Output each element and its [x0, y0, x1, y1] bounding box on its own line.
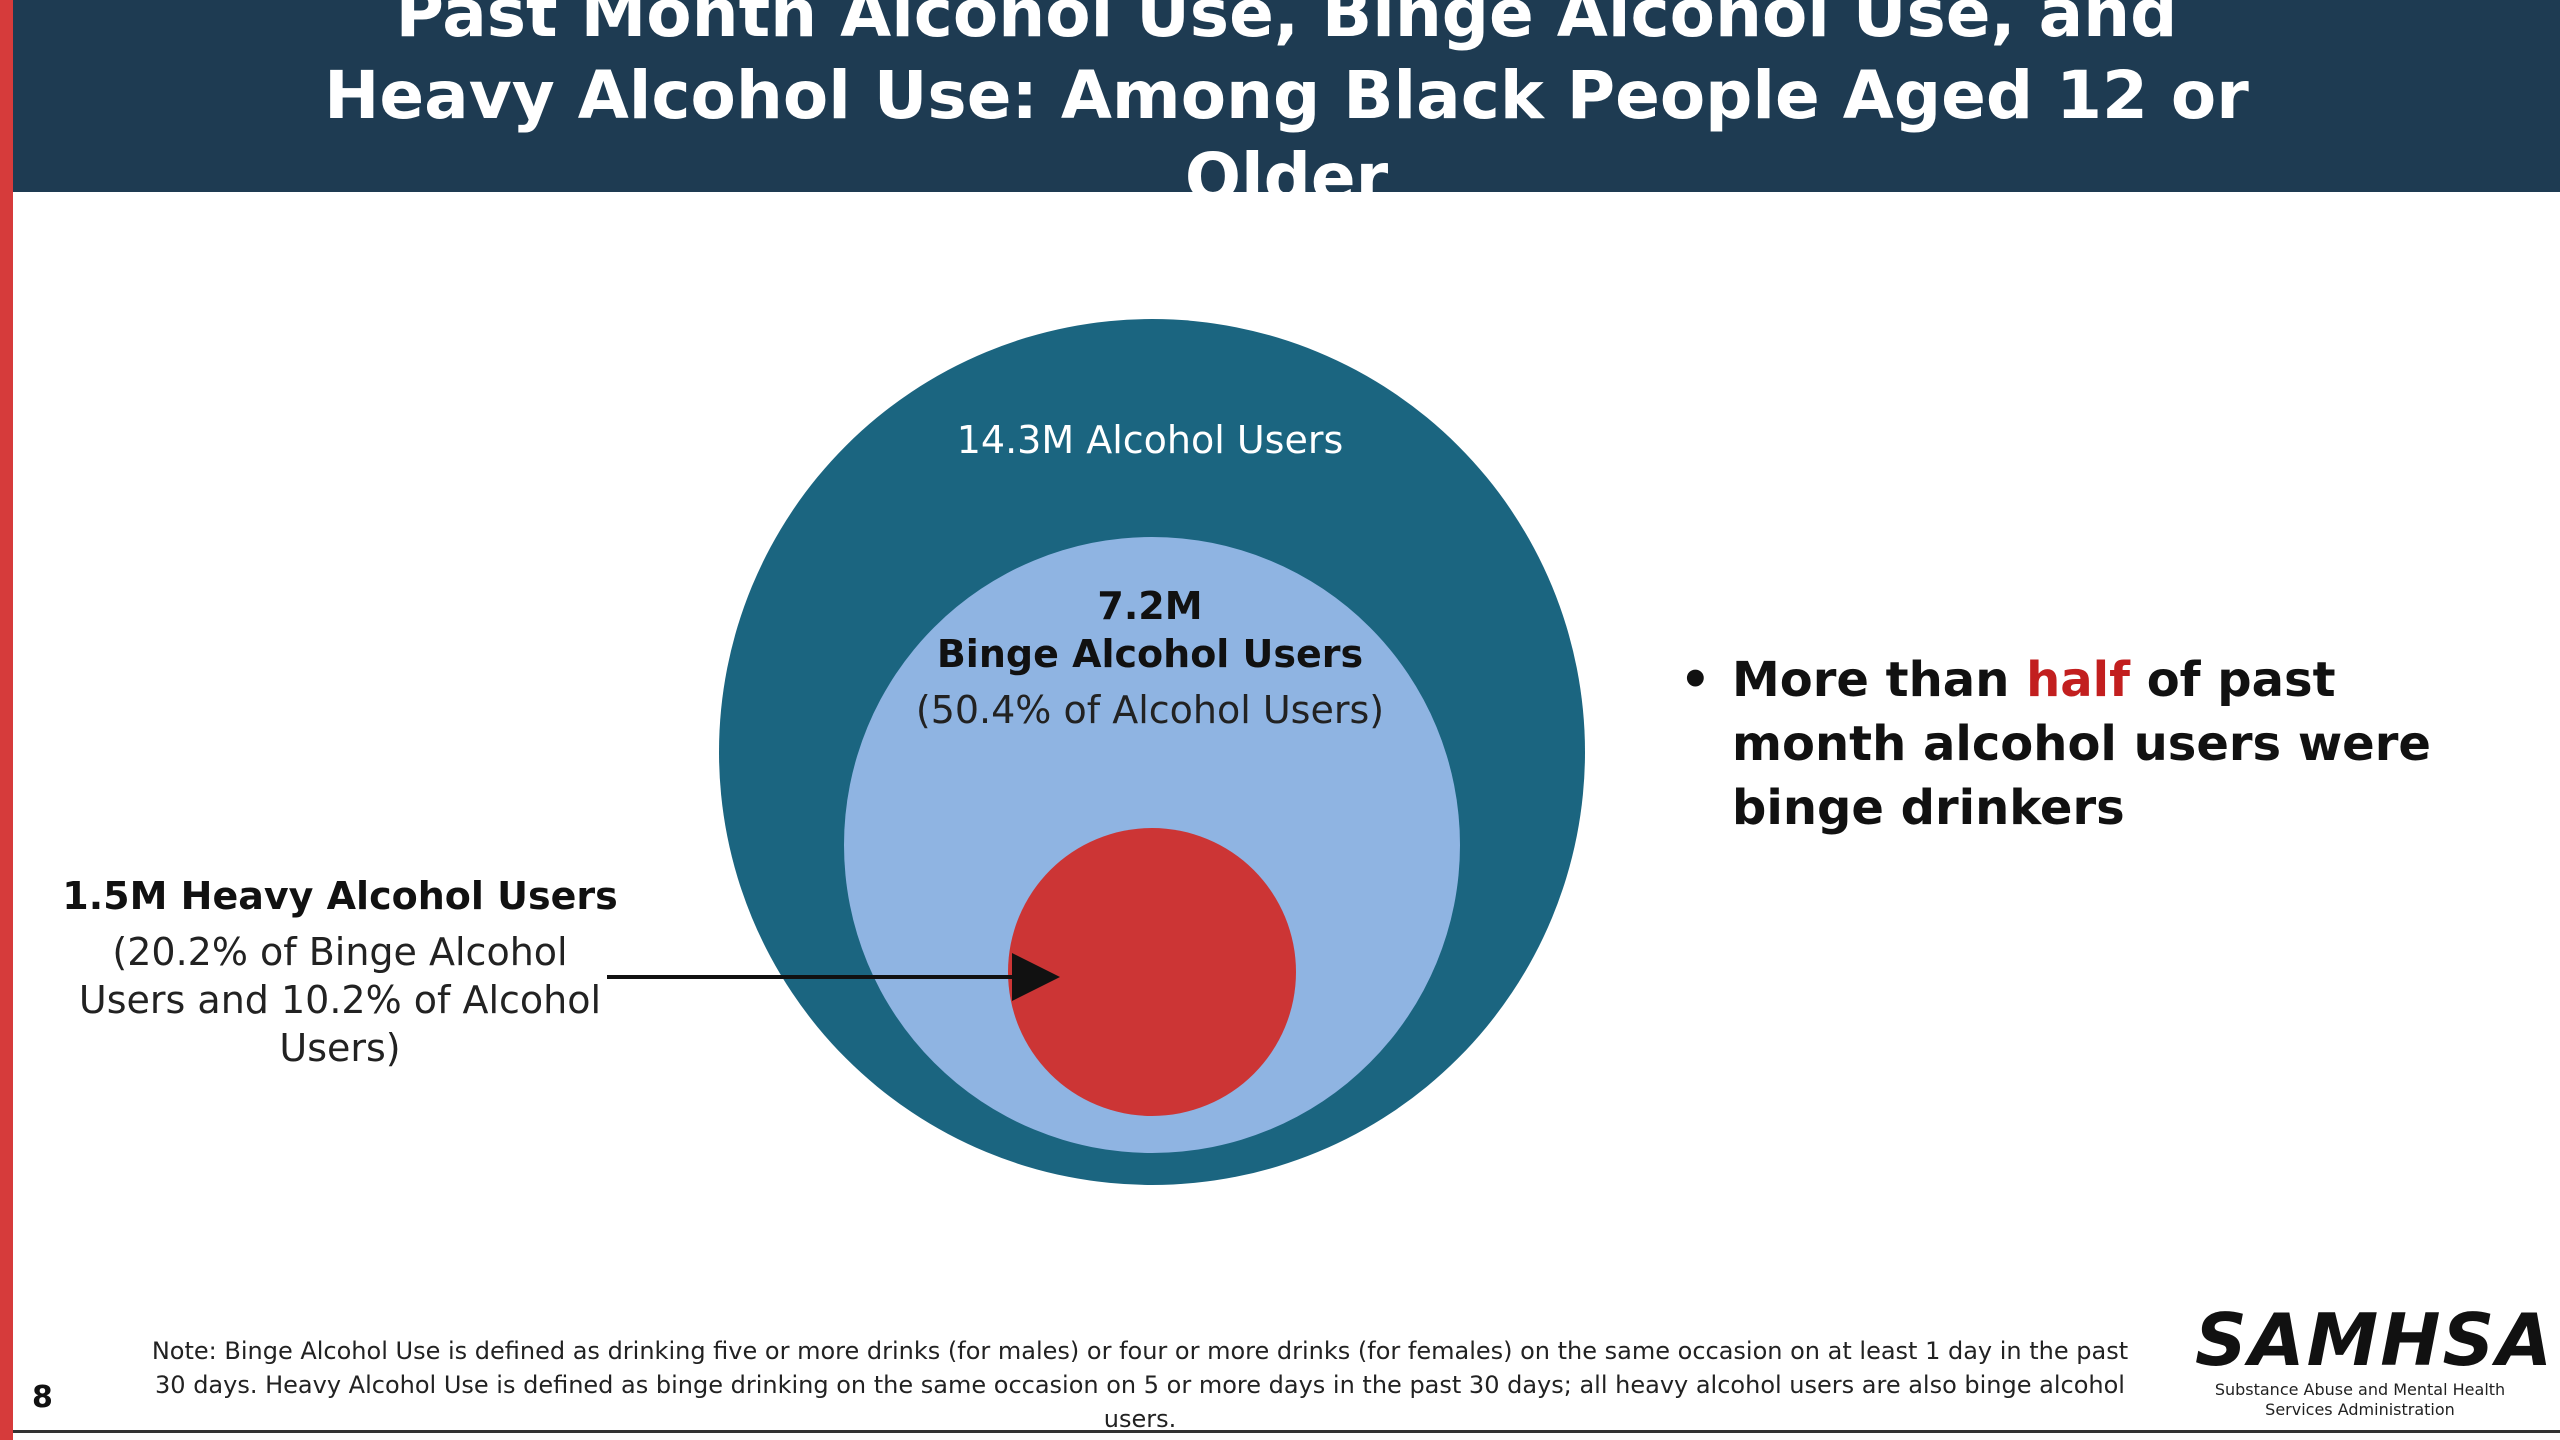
key-finding-text: More than half of past month alcohol use…	[1732, 652, 2431, 836]
binge-users-percent: (50.4% of Alcohol Users)	[915, 688, 1385, 732]
heavy-users-percent: (20.2% of Binge Alcohol Users and 10.2% …	[78, 930, 602, 1070]
left-accent-stripe	[0, 0, 13, 1440]
page-number: 8	[32, 1380, 53, 1415]
binge-users-label: 7.2M Binge Alcohol Users (50.4% of Alcoh…	[890, 582, 1410, 734]
logo-wordmark: SAMHSA	[2195, 1298, 2555, 1382]
slide-title: Past Month Alcohol Use, Binge Alcohol Us…	[324, 0, 2249, 216]
samhsa-logo: SAMHSA Substance Abuse and Mental Health…	[2195, 1298, 2555, 1420]
binge-users-name: Binge Alcohol Users	[936, 632, 1364, 676]
bottom-divider	[13, 1430, 2560, 1433]
alcohol-users-label: 14.3M Alcohol Users	[956, 418, 1344, 462]
logo-subtitle: Substance Abuse and Mental Health Servic…	[2214, 1380, 2506, 1419]
heavy-users-name: 1.5M Heavy Alcohol Users	[62, 874, 618, 918]
bullet-icon: •	[1680, 652, 1711, 708]
heavy-users-label: 1.5M Heavy Alcohol Users (20.2% of Binge…	[60, 870, 620, 1072]
binge-users-value: 7.2M	[1097, 584, 1203, 628]
heavy-users-circle	[1008, 828, 1296, 1116]
key-finding-highlight: half	[2026, 652, 2130, 708]
footnote: Note: Binge Alcohol Use is defined as dr…	[151, 1337, 2129, 1433]
slide-header: Past Month Alcohol Use, Binge Alcohol Us…	[13, 0, 2560, 216]
key-finding-item: • More than half of past month alcohol u…	[1680, 648, 2480, 840]
key-finding-list: • More than half of past month alcohol u…	[1680, 648, 2480, 840]
